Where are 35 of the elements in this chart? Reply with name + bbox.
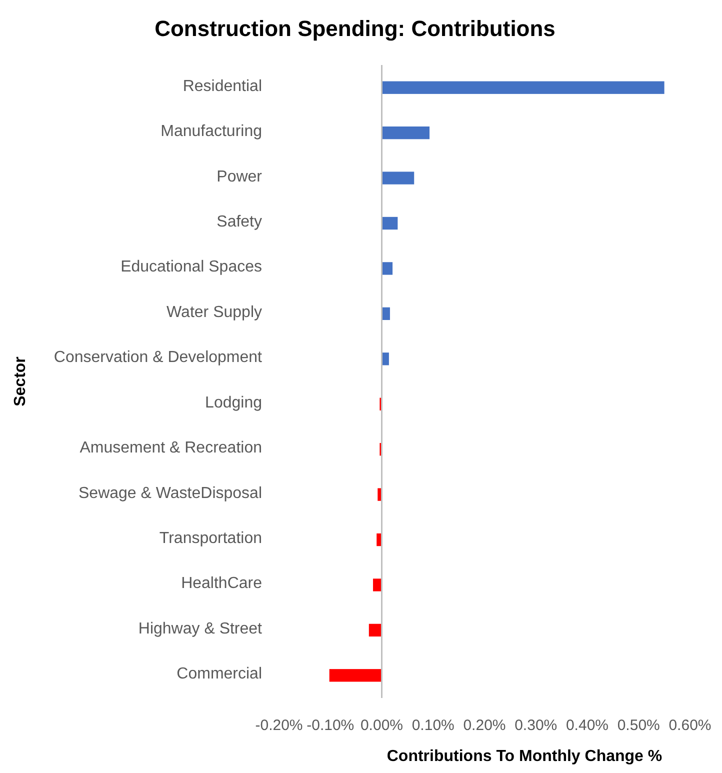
bar [368, 624, 382, 637]
bar [382, 81, 664, 94]
x-tick-label: -0.20% [255, 717, 303, 734]
bar [382, 262, 393, 275]
x-tick-label: 0.40% [566, 717, 609, 734]
y-tick-label: Safety [216, 213, 262, 230]
y-tick-label: Conservation & Development [54, 349, 263, 366]
y-axis-title: Sector [12, 356, 29, 406]
bar [382, 126, 430, 140]
y-tick-label: Educational Spaces [120, 258, 262, 276]
y-tick-label: Sewage & WasteDisposal [78, 484, 262, 502]
y-tick-label: Lodging [205, 394, 262, 412]
y-tick-label: HealthCare [181, 575, 262, 592]
y-tick-label: Commercial [176, 666, 262, 683]
x-tick-label: 0.10% [412, 717, 454, 734]
x-tick-label: 0.50% [617, 717, 660, 734]
y-tick-label: Water Supply [166, 304, 262, 321]
y-tick-label: Transportation [159, 530, 262, 547]
x-tick-label: 0.20% [463, 717, 506, 734]
y-tick-label: Power [216, 168, 263, 186]
x-tick-label: -0.10% [306, 717, 354, 734]
bar [382, 307, 390, 320]
bar [382, 172, 414, 184]
x-tick-label: 0.00% [360, 717, 404, 734]
x-tick-label: 0.60% [668, 717, 712, 734]
y-tick-label: Manufacturing [160, 123, 262, 140]
bar [373, 578, 382, 592]
x-tick-label: 0.30% [514, 717, 558, 734]
y-tick-label: Residential [182, 78, 262, 95]
y-tick-label: Amusement & Recreation [80, 440, 262, 457]
x-axis-title: Contributions To Monthly Change % [386, 748, 662, 765]
y-tick-label: Highway & Street [138, 620, 263, 638]
bar [329, 669, 382, 682]
bar [382, 216, 398, 230]
chart-title: Construction Spending: Contributions [154, 16, 556, 41]
